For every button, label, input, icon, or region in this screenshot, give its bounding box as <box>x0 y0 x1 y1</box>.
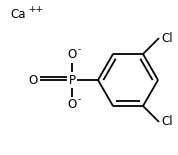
Text: O: O <box>67 98 77 111</box>
Text: P: P <box>69 73 75 86</box>
Text: O: O <box>29 73 38 86</box>
Text: -: - <box>78 95 81 104</box>
Text: -: - <box>78 46 81 55</box>
Text: O: O <box>67 49 77 62</box>
Text: Ca: Ca <box>10 7 25 20</box>
Text: Cl: Cl <box>161 31 173 44</box>
Text: ++: ++ <box>28 4 43 13</box>
Text: Cl: Cl <box>161 115 173 128</box>
